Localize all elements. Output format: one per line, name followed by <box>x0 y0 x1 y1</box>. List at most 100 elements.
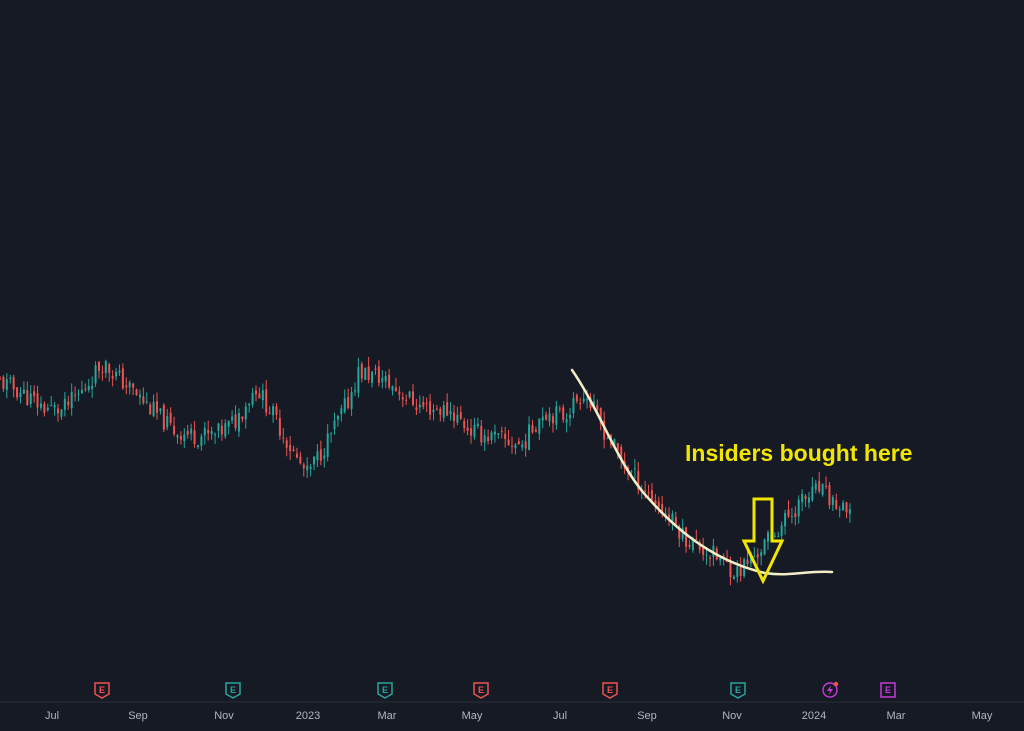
candle <box>19 386 22 404</box>
candle <box>132 382 135 396</box>
candle <box>650 482 653 504</box>
candle <box>316 443 319 468</box>
candle <box>449 402 452 421</box>
candle <box>528 416 531 451</box>
earnings-event-icon[interactable]: E <box>473 682 489 699</box>
dividend-event-icon[interactable] <box>822 681 839 698</box>
x-tick-label: Mar <box>887 710 906 722</box>
candle <box>319 440 322 466</box>
candle <box>702 537 705 561</box>
candle <box>828 481 831 510</box>
candle <box>104 359 107 379</box>
drawn-trend-curve[interactable] <box>570 368 834 576</box>
candle <box>94 361 97 387</box>
candle <box>831 495 834 511</box>
earnings-event-icon[interactable]: E <box>94 682 110 699</box>
candle <box>231 410 234 424</box>
candle <box>162 403 165 433</box>
x-tick-label: Nov <box>214 710 234 722</box>
candle <box>166 408 169 431</box>
candle <box>377 360 380 387</box>
candle <box>330 432 333 443</box>
candle <box>391 385 394 396</box>
candle <box>173 416 176 437</box>
earnings-event-icon[interactable]: E <box>377 682 393 699</box>
candle <box>579 397 582 410</box>
candle <box>111 370 114 387</box>
drawing-layer: Insiders bought here <box>570 368 912 585</box>
candle <box>575 393 578 404</box>
candle <box>152 394 155 418</box>
candle <box>429 393 432 421</box>
candle <box>569 407 572 427</box>
candle <box>452 404 455 429</box>
candle <box>108 362 111 382</box>
candle <box>548 407 551 427</box>
candle <box>46 403 49 412</box>
candle <box>473 417 476 440</box>
candle <box>323 448 326 468</box>
earnings-event-icon[interactable]: E <box>730 682 746 699</box>
candle <box>36 385 39 416</box>
candle <box>565 413 568 433</box>
candle <box>220 419 223 441</box>
candle <box>374 364 377 376</box>
candle <box>797 495 800 524</box>
candle <box>217 422 220 439</box>
candle <box>39 396 42 411</box>
candle <box>538 418 541 441</box>
candle <box>258 387 261 399</box>
candle <box>483 429 486 451</box>
candle <box>388 368 391 390</box>
candle <box>470 418 473 444</box>
candle <box>183 428 186 449</box>
earnings-event-icon[interactable]: E <box>880 682 896 698</box>
candle <box>179 431 182 445</box>
candle <box>408 390 411 399</box>
candle <box>125 377 128 395</box>
candle <box>326 424 329 462</box>
candle <box>282 428 285 444</box>
candle <box>763 538 766 556</box>
time-axis: Jul Sep Nov 2023 Mar May Jul Sep Nov 2024 Mar May <box>45 710 993 722</box>
candle <box>268 406 271 415</box>
svg-text:E: E <box>230 685 236 695</box>
candle <box>746 550 749 567</box>
candle <box>384 371 387 389</box>
candle <box>292 445 295 452</box>
earnings-event-icon[interactable]: E <box>225 682 241 699</box>
candle <box>381 369 384 389</box>
candle <box>272 403 275 423</box>
candle <box>668 507 671 527</box>
candle <box>0 375 1 380</box>
candle <box>708 555 711 567</box>
candle <box>261 383 264 409</box>
candle <box>159 408 162 415</box>
x-tick-label: Mar <box>378 710 397 722</box>
candle <box>439 406 442 422</box>
candle <box>33 385 36 403</box>
candle <box>63 392 66 417</box>
candle <box>121 363 124 390</box>
annotation-text[interactable]: Insiders bought here <box>685 440 912 466</box>
candle <box>285 437 288 457</box>
candle <box>739 557 742 582</box>
x-tick-label: 2024 <box>802 710 826 722</box>
x-tick-label: Sep <box>637 710 657 722</box>
candle <box>367 356 370 384</box>
candle <box>70 383 73 416</box>
candle <box>664 507 667 522</box>
candle <box>842 499 845 512</box>
candle <box>29 385 32 408</box>
candle <box>459 405 462 421</box>
candle <box>145 392 148 405</box>
candle <box>176 434 179 444</box>
earnings-event-icon[interactable]: E <box>602 682 618 699</box>
candle <box>821 483 824 497</box>
candle <box>394 377 397 392</box>
candle <box>432 404 435 421</box>
down-arrow-icon[interactable] <box>741 497 785 585</box>
